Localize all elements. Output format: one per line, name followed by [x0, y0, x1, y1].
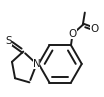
Text: O: O: [90, 24, 98, 34]
Text: N: N: [33, 59, 40, 69]
Text: S: S: [6, 36, 12, 46]
Text: O: O: [68, 29, 77, 39]
